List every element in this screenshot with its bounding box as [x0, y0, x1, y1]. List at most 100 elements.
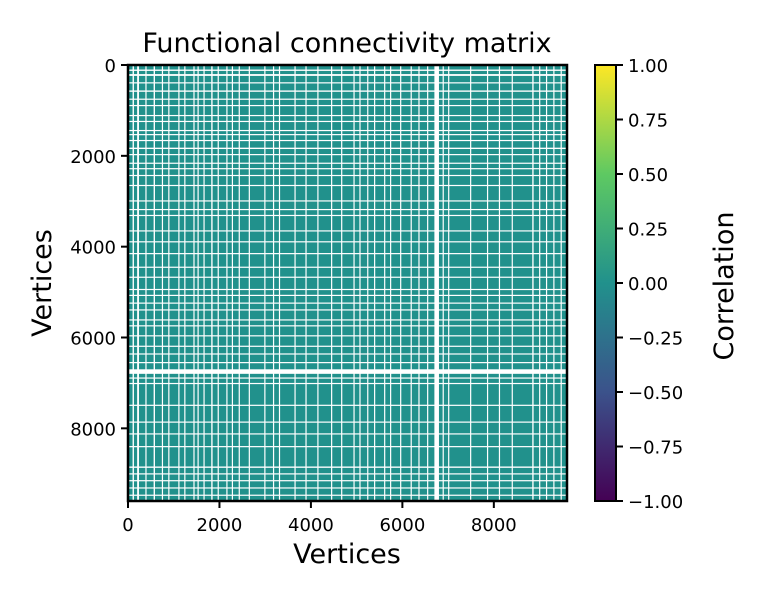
missing-column-1	[137, 65, 139, 501]
missing-row-14	[128, 168, 567, 170]
plot-frame	[126, 63, 569, 503]
colorbar-tick-label: −0.75	[628, 438, 683, 459]
x-axis-label: Vertices	[293, 539, 401, 570]
missing-column-35	[434, 65, 439, 501]
missing-row-13	[128, 162, 567, 164]
missing-row-11	[128, 147, 567, 150]
missing-column-26	[359, 65, 361, 501]
missing-column-40	[498, 65, 501, 501]
missing-row-20	[128, 230, 567, 232]
missing-column-16	[248, 65, 250, 501]
missing-column-17	[264, 65, 266, 501]
missing-column-4	[161, 65, 164, 501]
missing-row-41	[128, 446, 567, 448]
missing-column-30	[390, 65, 392, 501]
missing-column-23	[331, 65, 333, 501]
missing-column-12	[217, 65, 219, 501]
missing-column-34	[427, 65, 429, 501]
missing-row-3	[128, 90, 567, 92]
missing-column-14	[231, 65, 234, 501]
missing-column-33	[418, 65, 420, 501]
missing-row-30	[128, 325, 567, 327]
x-axis-ticks: 0 2000 4000 6000 8000	[122, 501, 517, 536]
x-tick-label: 6000	[379, 515, 425, 536]
x-tick-label: 4000	[288, 515, 334, 536]
missing-column-36	[442, 65, 444, 501]
colorbar-tick-label: −0.50	[628, 383, 683, 404]
missing-column-38	[470, 65, 472, 501]
y-tick-label: 4000	[70, 238, 116, 259]
missing-column-31	[400, 65, 402, 501]
colorbar-tick-label: 0.50	[628, 165, 668, 186]
missing-column-39	[486, 65, 489, 501]
missing-column-37	[448, 65, 450, 501]
missing-row-31	[128, 335, 567, 337]
missing-column-6	[178, 65, 180, 501]
missing-row-17	[128, 200, 567, 202]
colorbar-tick-label: −1.00	[628, 492, 683, 513]
missing-column-11	[211, 65, 213, 501]
missing-row-26	[128, 294, 567, 297]
missing-row-22	[128, 253, 567, 255]
missing-row-36	[128, 377, 567, 379]
missing-column-28	[374, 65, 376, 501]
missing-row-0	[128, 69, 567, 71]
missing-column-18	[272, 65, 275, 501]
missing-column-44	[545, 65, 548, 501]
missing-column-45	[553, 65, 555, 501]
missing-row-33	[128, 353, 567, 355]
missing-row-16	[128, 184, 567, 187]
missing-column-5	[168, 65, 170, 501]
missing-column-43	[539, 65, 541, 501]
missing-column-0	[132, 65, 134, 501]
missing-column-8	[193, 65, 195, 501]
missing-row-29	[128, 319, 567, 321]
missing-row-5	[128, 104, 567, 107]
missing-column-41	[511, 65, 513, 501]
missing-row-27	[128, 302, 567, 304]
colorbar-tick-label: 1.00	[628, 56, 668, 77]
missing-row-42	[128, 466, 567, 468]
missing-row-32	[128, 345, 567, 347]
missing-column-32	[410, 65, 412, 501]
x-tick-label: 2000	[197, 515, 243, 536]
missing-row-25	[128, 288, 567, 291]
missing-column-29	[384, 65, 386, 501]
y-axis-label: Vertices	[27, 229, 58, 337]
colorbar-tick-label: 0.75	[628, 111, 668, 132]
missing-column-46	[560, 65, 562, 501]
missing-column-7	[184, 65, 186, 501]
missing-row-9	[128, 134, 567, 136]
missing-column-22	[317, 65, 319, 501]
colorbar-ticks: 1.00 0.75 0.50 0.25 0.00 −0.25 −0.50 −0.75 −1.00	[616, 56, 683, 513]
x-tick-label: 0	[122, 515, 133, 536]
missing-row-1	[128, 74, 567, 76]
colorbar-tick-label: 0.25	[628, 220, 668, 241]
missing-row-40	[128, 433, 567, 435]
missing-row-37	[128, 382, 567, 385]
colorbar	[594, 64, 617, 502]
heatmap	[128, 65, 567, 501]
y-tick-label: 2000	[70, 147, 116, 168]
missing-row-39	[128, 421, 567, 423]
missing-row-46	[128, 494, 567, 496]
y-tick-label: 6000	[70, 329, 116, 350]
missing-column-2	[145, 65, 147, 501]
missing-column-21	[305, 65, 307, 501]
missing-row-28	[128, 309, 567, 311]
y-tick-label: 0	[105, 56, 116, 77]
missing-row-38	[128, 404, 567, 406]
missing-row-34	[128, 362, 567, 364]
y-tick-label: 8000	[70, 419, 116, 440]
missing-row-4	[128, 98, 567, 100]
missing-row-15	[128, 174, 567, 177]
colorbar-tick-label: 0.00	[628, 274, 668, 295]
missing-column-9	[197, 65, 199, 501]
missing-row-23	[128, 266, 567, 268]
missing-row-10	[128, 139, 567, 142]
missing-column-13	[226, 65, 228, 501]
missing-row-35	[128, 369, 567, 374]
y-axis-ticks: 0 2000 4000 6000 8000	[70, 56, 128, 440]
colorbar-tick-label: −0.25	[628, 329, 683, 350]
